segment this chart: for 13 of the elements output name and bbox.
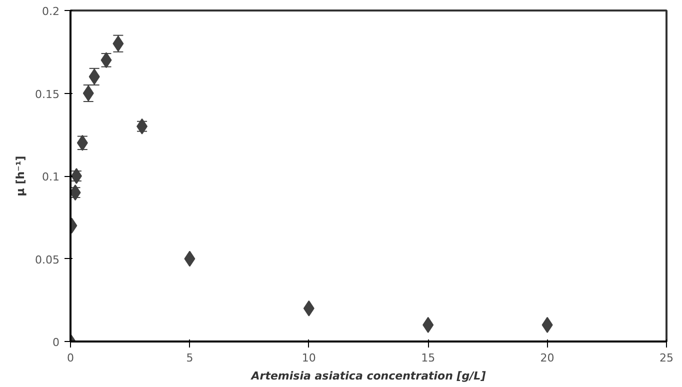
x-tick-label: 10	[302, 352, 316, 364]
x-tick-label: 20	[540, 352, 554, 364]
y-tick-label: 0.2	[42, 5, 60, 18]
y-tick-label: 0	[52, 336, 60, 349]
x-tick-label: 5	[186, 352, 194, 364]
y-tick-label: 0.1	[42, 170, 60, 184]
x-tick-label: 15	[421, 352, 436, 364]
x-tick-label: 25	[660, 352, 674, 364]
y-axis-title: μ [h⁻¹]	[14, 156, 28, 196]
y-tick-label: 0.05	[35, 253, 60, 266]
y-tick-label: 0.15	[35, 88, 60, 101]
x-tick-label: 0	[67, 352, 74, 364]
x-axis-title: Artemisia asiatica concentration [g/L]	[250, 370, 486, 382]
